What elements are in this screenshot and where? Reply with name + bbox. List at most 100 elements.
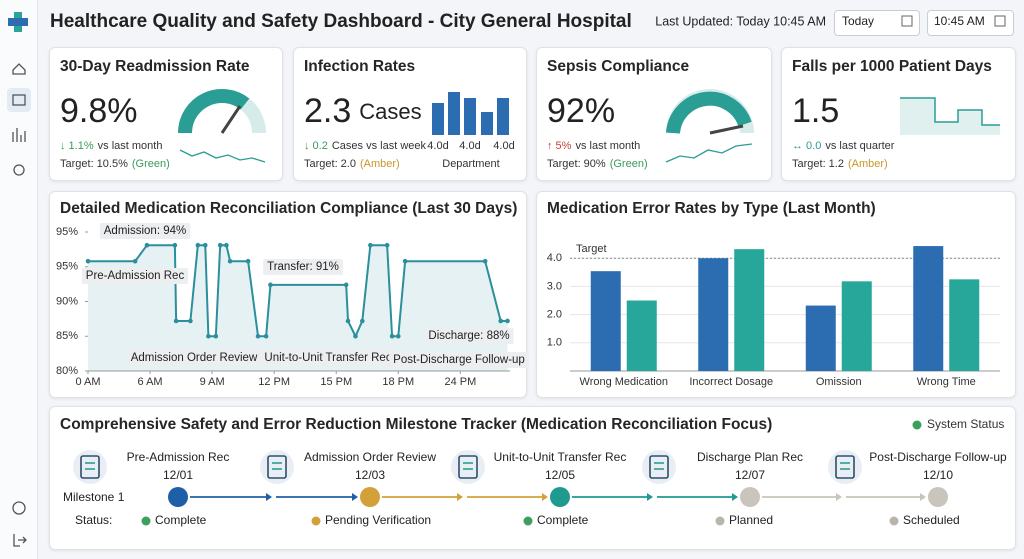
point — [255, 333, 261, 339]
milestone-label: Pre-Admission Rec — [127, 450, 230, 464]
kpi-value: 2.3 Cases — [304, 92, 422, 130]
point — [368, 242, 373, 248]
bar — [590, 271, 621, 371]
point — [173, 318, 179, 324]
milestone-date: 12/03 — [355, 468, 385, 482]
target: Target: 10.5% — [60, 158, 128, 170]
y-tick-label: 2.0 — [547, 309, 562, 321]
kpi-target: Target: 1.2 (Amber) — [792, 158, 888, 170]
nav-help[interactable] — [12, 501, 26, 515]
y-tick-label: 85% — [56, 330, 78, 342]
kpi-value: 9.8% — [60, 92, 138, 130]
annotation: Admission: 94% — [99, 223, 191, 239]
milestone-label: Admission Order Review — [304, 450, 436, 464]
y-tick-label: 95% — [56, 226, 78, 238]
bar — [805, 305, 836, 371]
bar — [841, 281, 872, 371]
milestone-icon-bg — [73, 450, 107, 484]
date-value[interactable]: Today — [842, 14, 874, 28]
gauge — [178, 88, 266, 134]
annotation-label: Admission Order Review — [131, 352, 258, 364]
target: Target: 2.0 — [304, 158, 356, 170]
x-tick-label: Omission — [816, 376, 862, 388]
sparkline — [179, 149, 266, 163]
nav-home[interactable] — [12, 63, 26, 75]
change-note: Cases vs last week — [332, 140, 427, 152]
calendar-icon[interactable] — [901, 15, 913, 27]
bar — [913, 246, 944, 371]
point — [172, 242, 178, 248]
kpi-card — [49, 47, 283, 181]
point — [498, 318, 503, 324]
point — [224, 242, 229, 248]
x-tick-label: 0 AM — [75, 376, 100, 388]
milestone-marker — [740, 487, 760, 507]
point — [85, 258, 91, 264]
annotation: Unit-to-Unit Transfer Rec — [260, 350, 396, 366]
y-tick-label: 4.0 — [547, 252, 562, 264]
change-value: ↓ 0.2 — [304, 140, 328, 152]
annotation: Post-Discharge Follow-up — [389, 352, 529, 368]
point — [353, 333, 358, 339]
arrowhead — [352, 493, 358, 501]
point — [227, 258, 233, 264]
kpi-title: Sepsis Compliance — [547, 58, 690, 75]
milestone-icon-bg — [828, 450, 862, 484]
point — [360, 318, 365, 324]
tracker-title: Comprehensive Safety and Error Reduction… — [60, 416, 772, 433]
status-dot — [715, 516, 725, 526]
annotation-label: Unit-to-Unit Transfer Rec — [264, 352, 391, 364]
bar — [949, 279, 980, 371]
milestone-icon — [80, 455, 100, 479]
bar — [698, 258, 729, 371]
point — [268, 282, 273, 288]
nav-reports[interactable] — [12, 128, 26, 142]
mini-caption: Department — [442, 158, 499, 170]
page-title: Healthcare Quality and Safety Dashboard … — [50, 11, 632, 32]
point — [132, 258, 138, 264]
x-tick-label: 12 PM — [258, 376, 290, 388]
point — [144, 242, 150, 248]
nav-logout[interactable] — [13, 534, 27, 547]
kpi-target: Target: 10.5% (Green) — [60, 158, 170, 170]
milestone-icon-bg — [260, 450, 294, 484]
clock-icon[interactable] — [994, 15, 1006, 27]
milestone-marker — [168, 487, 188, 507]
change-value: ↑ 5% — [547, 140, 572, 152]
bar — [626, 300, 657, 371]
kpi-change: ↓ 0.2 Cases vs last week — [304, 140, 427, 152]
area-fill — [88, 245, 508, 371]
y-tick-label: 80% — [56, 365, 78, 377]
status-dot — [523, 516, 533, 526]
target: Target: 1.2 — [792, 158, 844, 170]
arrowhead — [836, 493, 842, 501]
annotation-box — [126, 350, 262, 366]
nav-settings[interactable] — [13, 164, 25, 176]
date-input[interactable] — [834, 10, 920, 36]
point — [263, 333, 269, 339]
annotation-box — [424, 328, 514, 344]
time-input[interactable] — [927, 10, 1014, 36]
milestone-icon — [267, 455, 287, 479]
kpi-change: ↓ 1.1% vs last month — [60, 140, 162, 152]
nav-dashboard[interactable] — [12, 94, 26, 106]
x-tick-label: Incorrect Dosage — [689, 376, 773, 388]
x-tick-label: Wrong Medication — [580, 376, 668, 388]
annotation: Transfer: 91% — [263, 259, 343, 275]
change-note: vs last month — [98, 140, 163, 152]
status-dot — [889, 516, 899, 526]
kpi-title: 30-Day Readmission Rate — [60, 58, 250, 75]
y-tick-label: 90% — [56, 295, 78, 307]
milestone-marker — [360, 487, 380, 507]
change-note: vs last month — [575, 140, 640, 152]
kpi-change: ↔ 0.0 vs last quarter — [792, 140, 895, 152]
time-value[interactable]: 10:45 AM — [934, 14, 985, 28]
arrowhead — [732, 493, 738, 501]
chart-title: Medication Error Rates by Type (Last Mon… — [547, 200, 876, 217]
annotation: Discharge: 88% — [424, 328, 514, 344]
kpi-value: 92% — [547, 92, 615, 130]
arrowhead — [266, 493, 272, 501]
nav-active[interactable] — [7, 88, 31, 112]
annotation-label: Discharge: 88% — [428, 330, 509, 342]
annotation-label: Transfer: 91% — [267, 261, 339, 273]
